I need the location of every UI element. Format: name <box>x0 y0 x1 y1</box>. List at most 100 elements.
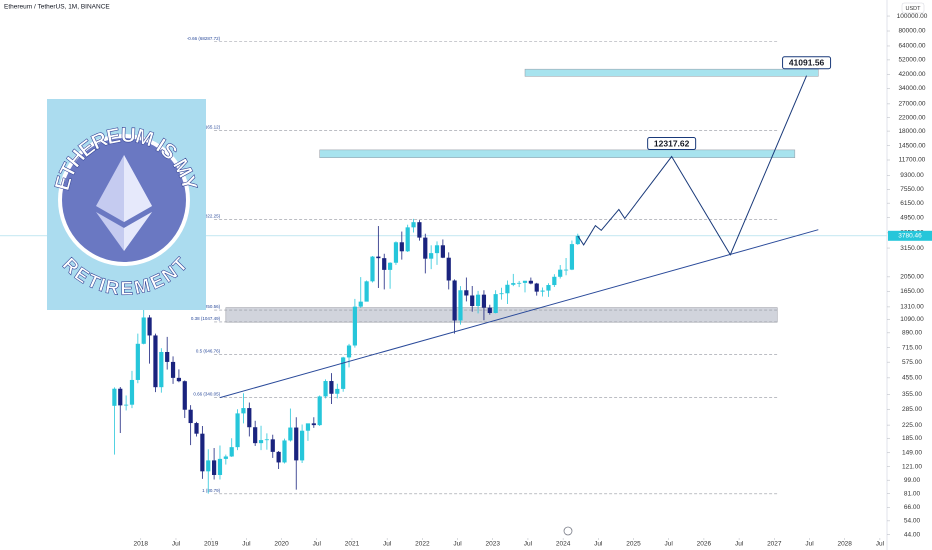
eth-bottom-light <box>124 212 152 251</box>
price-callout-box <box>782 56 832 70</box>
candle-body <box>511 283 516 285</box>
x-tick-label: 2027 <box>767 541 782 548</box>
fib-label: 0.5 (646.76) <box>196 348 221 353</box>
x-tick-label: 2025 <box>626 541 641 548</box>
y-tick-label: 54.00 <box>904 518 921 525</box>
candle-body <box>352 306 357 346</box>
candle-body <box>475 294 481 306</box>
candle-body <box>423 237 428 259</box>
x-tick-label: 2026 <box>697 541 712 548</box>
candle-body <box>440 245 445 258</box>
candle-body <box>434 245 440 254</box>
candle-body <box>376 256 381 259</box>
candle-body <box>147 317 152 336</box>
price-callout-box <box>647 137 697 151</box>
zone <box>524 68 819 77</box>
candle-body <box>563 269 569 271</box>
candle-body <box>112 388 117 406</box>
candle-body <box>170 361 176 378</box>
y-tick-label: 9300.00 <box>900 172 924 179</box>
candle-body <box>253 427 258 444</box>
fib-label: 0.38 (1047.49) <box>191 316 221 321</box>
candle-body <box>311 423 316 426</box>
candle-body <box>323 381 328 397</box>
projection <box>577 75 808 256</box>
y-tick-label: 715.00 <box>902 344 922 351</box>
candle-body <box>387 262 393 270</box>
y-tick-label: 355.00 <box>902 391 922 398</box>
y-tick-label: 1310.00 <box>900 304 924 311</box>
candle-body <box>294 427 299 461</box>
currency-badge[interactable] <box>901 2 925 14</box>
candle-body <box>364 281 369 302</box>
candle-body <box>558 269 563 277</box>
fib-label: -0.66 (68287.72) <box>187 36 221 41</box>
y-tick-label: 66.00 <box>904 504 921 511</box>
candle-body <box>569 244 575 270</box>
candle-body <box>270 439 275 452</box>
x-tick-label: Jul <box>594 541 603 548</box>
y-tick-label: 121.00 <box>902 463 922 470</box>
last-price-badge <box>888 230 932 241</box>
y-tick-label: 14500.00 <box>898 142 925 149</box>
candle-body <box>217 458 223 475</box>
x-tick-label: 2024 <box>556 541 571 548</box>
fib-label: 1 (80.79) <box>202 488 221 493</box>
candle-body <box>487 307 492 314</box>
candle-body <box>429 253 434 259</box>
candle-body <box>141 317 146 344</box>
y-tick-label: 2050.00 <box>900 274 924 281</box>
candle-body <box>493 294 498 314</box>
candle-body <box>452 280 457 321</box>
y-tick-label: 149.00 <box>902 449 922 456</box>
trendline <box>219 229 819 399</box>
y-tick-label: 455.00 <box>902 375 922 382</box>
candle-body <box>534 283 539 292</box>
candle-body <box>305 423 311 431</box>
x-tick-label: Jul <box>524 541 533 548</box>
candle-body <box>229 447 234 457</box>
candle-body <box>282 440 287 463</box>
chart-title: Ethereum / TetherUS, 1M, BINANCE <box>4 4 110 11</box>
candle-body <box>382 258 387 270</box>
x-tick-label: 2028 <box>837 541 852 548</box>
candle-body <box>206 460 211 472</box>
x-tick-label: 2019 <box>204 541 219 548</box>
x-tick-label: Jul <box>172 541 181 548</box>
y-tick-label: 890.00 <box>902 330 922 337</box>
candle-body <box>118 388 123 406</box>
candle-body <box>528 280 533 284</box>
x-tick-label: Jul <box>453 541 462 548</box>
candle-body <box>329 381 334 394</box>
y-tick-label: 225.00 <box>902 422 922 429</box>
x-tick-label: Jul <box>735 541 744 548</box>
y-tick-label: 1090.00 <box>900 316 924 323</box>
candle-body <box>517 282 522 284</box>
x-tick-label: 2023 <box>486 541 501 548</box>
candle-body <box>182 381 187 410</box>
x-tick-label: Jul <box>383 541 392 548</box>
y-tick-label: 27000.00 <box>898 101 925 108</box>
y-tick-label: 34000.00 <box>898 85 925 92</box>
candle-body <box>499 293 504 295</box>
x-tick-label: 2022 <box>415 541 430 548</box>
x-tick-label: 2018 <box>134 541 149 548</box>
goto-icon[interactable] <box>563 526 573 536</box>
candle-body <box>299 430 305 461</box>
y-tick-label: 42000.00 <box>898 71 925 78</box>
y-tick-label: 22000.00 <box>898 114 925 121</box>
y-tick-label: 80000.00 <box>898 28 925 35</box>
candle-body <box>188 409 193 424</box>
price-callout: 12317.62 <box>654 138 690 148</box>
candle-body <box>176 377 182 382</box>
y-tick-label: 100000.00 <box>897 13 928 20</box>
candle-body <box>124 404 129 406</box>
y-tick-label: 575.00 <box>902 359 922 366</box>
candle-body <box>276 451 281 463</box>
candle-body <box>341 357 346 389</box>
candle-body <box>411 222 416 228</box>
y-tick-label: 4950.00 <box>900 214 924 221</box>
price-callout: 41091.56 <box>789 57 825 67</box>
candle-body <box>393 242 399 263</box>
y-tick-label: 99.00 <box>904 477 921 484</box>
